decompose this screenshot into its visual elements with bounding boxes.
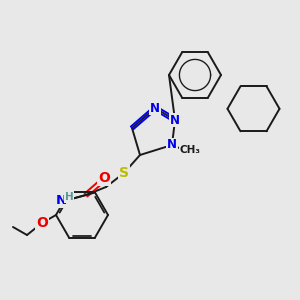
Text: N: N [167,139,177,152]
Text: N: N [150,101,160,115]
Text: O: O [98,171,110,185]
Text: S: S [119,166,129,180]
Text: CH₃: CH₃ [179,145,200,155]
Text: O: O [36,216,48,230]
Text: N: N [170,113,180,127]
Text: N: N [56,194,67,208]
Text: H: H [64,192,74,202]
